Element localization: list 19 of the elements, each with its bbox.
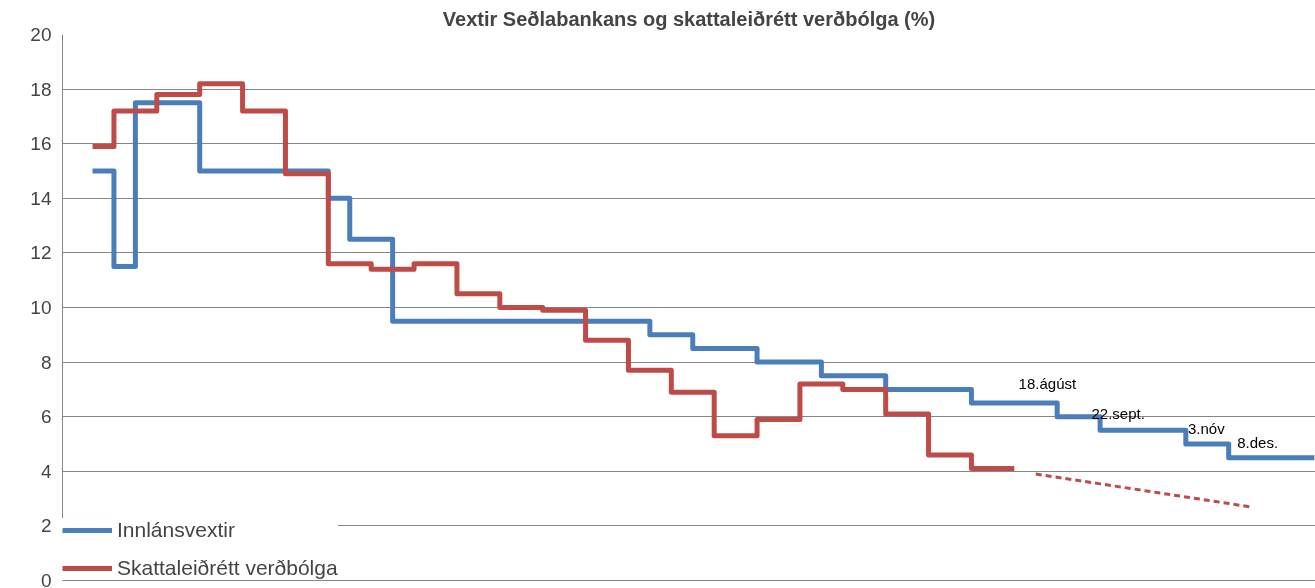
- y-tick-label: 6: [40, 406, 52, 428]
- y-tick-label: 0: [40, 570, 52, 588]
- y-tick-label: 10: [30, 297, 52, 318]
- annotation: 22.sept.: [1091, 405, 1145, 423]
- y-tick-label: 2: [40, 515, 52, 537]
- annotation: 3.nóv: [1187, 420, 1226, 438]
- y-tick-label: 14: [30, 187, 52, 209]
- y-tick-label: 18: [30, 78, 52, 100]
- chart-title: Vextir Seðlabankans og skattaleiðrétt verðbólga (%): [442, 7, 936, 30]
- y-tick-label: 4: [40, 460, 52, 482]
- annotation: 18.ágúst: [1018, 375, 1077, 393]
- y-tick-label: 20: [30, 24, 52, 45]
- line-series: [1034, 472, 1252, 509]
- y-tick-label: 8: [40, 351, 52, 373]
- y-tick-label: 12: [30, 242, 52, 264]
- legend-label: Innlánsvextir: [117, 518, 235, 542]
- legend-label: Skattaleiðrétt verðbólga: [117, 556, 338, 580]
- y-tick-label: 16: [30, 133, 52, 155]
- annotation: 8.des.: [1237, 433, 1279, 451]
